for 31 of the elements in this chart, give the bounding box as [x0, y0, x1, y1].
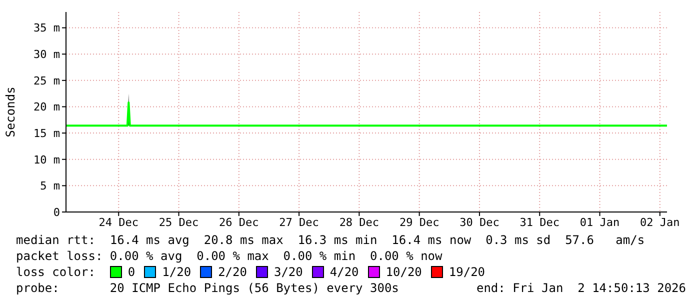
- y-tick-label: 15 m: [34, 126, 60, 140]
- x-tick-label: 25 Dec: [158, 216, 199, 229]
- legend-label: 0: [128, 264, 136, 280]
- x-tick-label: 02 Jan: [640, 216, 680, 229]
- y-tick-label: 30 m: [34, 48, 60, 62]
- legend-label: 19/20: [448, 264, 486, 280]
- y-axis-title: Seconds: [3, 86, 18, 138]
- legend-label: 3/20: [274, 264, 303, 280]
- x-tick-label: 26 Dec: [219, 216, 259, 229]
- text: probe: 20 ICMP Echo Pings (56 Bytes) every 300s: [16, 280, 399, 296]
- x-tick-label: 01 Jan: [580, 216, 620, 229]
- text: packet loss: 0.00 % avg 0.00 % max 0.00 % min 0.00 % now: [16, 248, 444, 264]
- y-tick-label: 35 m: [34, 22, 60, 35]
- legend-label: 1/20: [162, 264, 192, 280]
- y-tick-label: 10 m: [34, 153, 60, 166]
- legend-label: 2/20: [218, 264, 247, 280]
- x-tick-label: 31 Dec: [520, 216, 560, 229]
- x-tick-label: 28 Dec: [339, 216, 380, 229]
- text: end: Fri Jan 2 14:50:13 2026: [476, 280, 686, 296]
- y-tick-label: 0: [53, 206, 60, 219]
- legend-title: loss color:: [16, 264, 96, 280]
- x-tick-label: 24 Dec: [98, 216, 138, 229]
- text: median rtt: 16.4 ms avg 20.8 ms max 16.3 ms min 16.4 ms now 0.3 ms sd 57.6 am/s: [16, 232, 646, 248]
- legend-label: 10/20: [386, 264, 422, 280]
- y-tick-label: 20 m: [34, 100, 60, 114]
- y-tick-label: 25 m: [34, 74, 60, 88]
- legend-label: 4/20: [330, 264, 359, 280]
- x-tick-label: 27 Dec: [279, 216, 319, 229]
- x-tick-label: 30 Dec: [460, 216, 500, 229]
- x-tick-label: 29 Dec: [399, 216, 440, 229]
- y-tick-label: 5 m: [40, 180, 60, 193]
